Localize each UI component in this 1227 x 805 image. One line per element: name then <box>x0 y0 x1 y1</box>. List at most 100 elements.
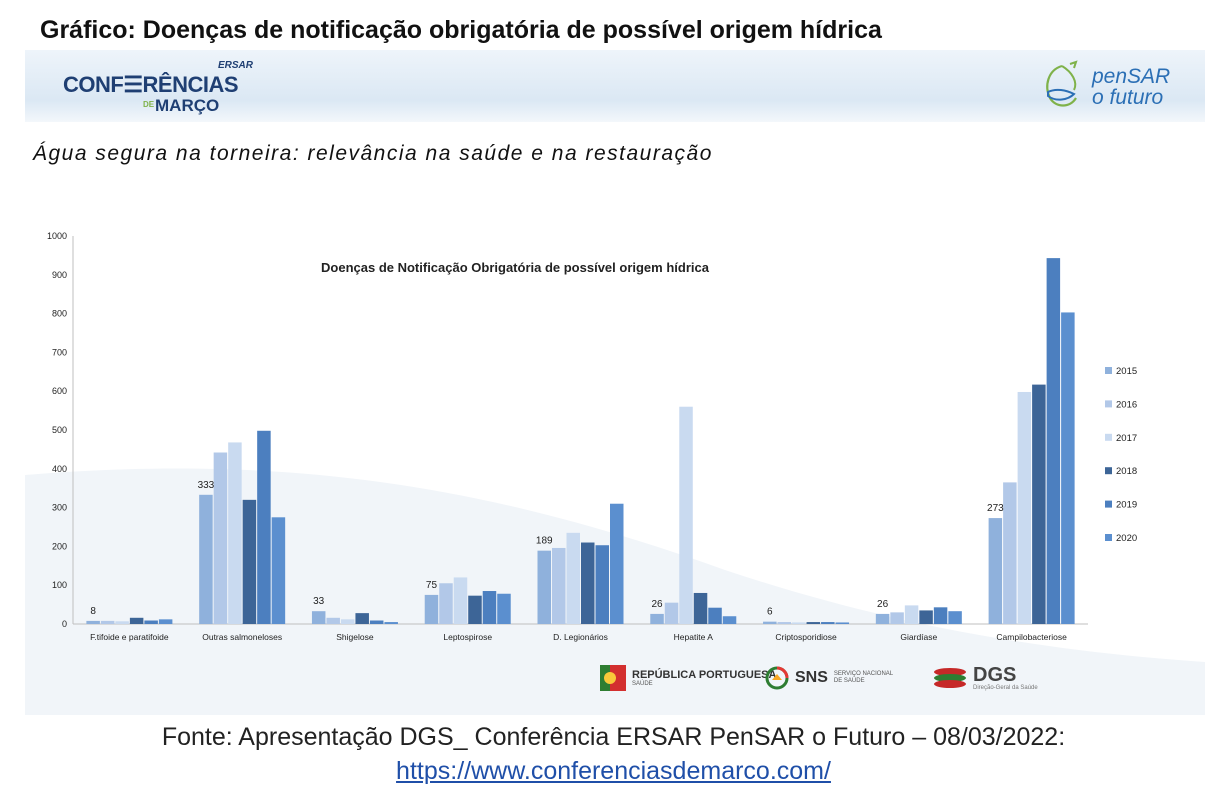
bar-2018 <box>242 499 257 624</box>
republica-portuguesa-sub: SAÚDE <box>632 681 653 687</box>
bar-2017 <box>115 621 129 624</box>
dgs-emblem-icon <box>934 668 966 688</box>
x-tick-label: Giardíase <box>900 632 937 642</box>
header-banner <box>25 50 1205 122</box>
bar-2020 <box>158 619 173 624</box>
bar-2017 <box>566 532 580 624</box>
pensar-logo-line2: o futuro <box>1092 86 1164 109</box>
data-label: 75 <box>426 580 438 591</box>
data-label: 26 <box>877 599 889 610</box>
bar-2020 <box>610 503 624 624</box>
conferencias-de-marco-logo: ERSAR CONF☰RÊNCIAS DE MARÇO <box>63 60 253 118</box>
bar-2015 <box>537 550 551 624</box>
y-tick-label: 800 <box>52 309 67 319</box>
bar-2018 <box>919 610 933 624</box>
bar-2019 <box>1046 258 1061 624</box>
bar-2016 <box>552 547 566 624</box>
bar-2017 <box>904 605 919 624</box>
bar-2016 <box>100 620 115 624</box>
bar-2016 <box>439 583 453 624</box>
slide: ERSAR CONF☰RÊNCIAS DE MARÇO penSAR o fut… <box>25 50 1205 715</box>
bar-2019 <box>144 620 158 624</box>
bar-2018 <box>581 542 595 624</box>
data-label: 26 <box>651 599 663 610</box>
bar-2016 <box>1003 482 1017 624</box>
bar-2015 <box>424 594 439 624</box>
bar-2018 <box>806 622 821 624</box>
data-label: 333 <box>198 480 215 491</box>
republica-portuguesa-text: REPÚBLICA PORTUGUESA <box>632 669 777 681</box>
bar-2019 <box>257 430 271 624</box>
pensar-logo-line1: penSAR <box>1092 65 1171 88</box>
dgs-text: DGS <box>973 664 1017 686</box>
x-tick-label: F.tifoide e paratifoide <box>90 632 169 642</box>
bar-2019 <box>821 622 835 624</box>
y-tick-label: 400 <box>52 464 67 474</box>
legend-label-2015: 2015 <box>1116 366 1137 377</box>
y-tick-label: 500 <box>52 425 67 435</box>
logo-ersar-text: ERSAR <box>218 60 254 71</box>
bar-2015 <box>875 613 890 624</box>
bar-2017 <box>453 577 468 624</box>
bar-2017 <box>1017 391 1032 624</box>
bar-2020 <box>835 622 850 624</box>
bar-2019 <box>482 591 497 624</box>
sns-emblem-icon <box>765 666 789 690</box>
logo-conferencias-text: CONF☰RÊNCIAS <box>63 72 239 97</box>
bar-2016 <box>777 622 792 624</box>
legend-label-2016: 2016 <box>1116 399 1137 410</box>
bar-2015 <box>199 494 213 624</box>
republica-portuguesa-logo: REPÚBLICA PORTUGUESA SAÚDE <box>600 660 776 696</box>
legend-label-2020: 2020 <box>1116 533 1137 544</box>
data-label: 273 <box>987 503 1004 514</box>
bar-2017 <box>679 406 693 624</box>
bar-2019 <box>708 607 722 624</box>
y-tick-label: 300 <box>52 503 67 513</box>
dgs-logo: DGS Direção-Geral da Saúde <box>933 660 1038 696</box>
bar-2018 <box>1032 384 1046 624</box>
bar-2020 <box>271 517 286 624</box>
legend-swatch-2015 <box>1105 367 1112 374</box>
legend-swatch-2020 <box>1105 534 1112 541</box>
bar-2016 <box>213 452 228 624</box>
y-tick-label: 600 <box>52 386 67 396</box>
x-tick-label: Criptosporidiose <box>775 632 837 642</box>
logo-marco-text: MARÇO <box>155 96 220 115</box>
legend-label-2017: 2017 <box>1116 433 1137 444</box>
bar-2018 <box>693 592 708 624</box>
slide-subtitle: Água segura na torneira: relevância na s… <box>33 142 713 165</box>
bar-chart: 0 100 200 300 400 500 600 700 800 900 1000 Doenças … <box>47 231 1137 642</box>
bar-2015 <box>86 620 100 624</box>
source-text: Fonte: Apresentação DGS_ Conferência ERS… <box>161 723 1066 751</box>
source-caption: Fonte: Apresentação DGS_ Conferência ERS… <box>0 720 1227 788</box>
portugal-emblem-icon <box>600 665 626 691</box>
x-tick-label: Leptospirose <box>443 632 492 642</box>
bar-2016 <box>890 612 904 624</box>
x-tick-label: Shigelose <box>336 632 374 642</box>
bar-2020 <box>722 616 737 624</box>
legend-label-2019: 2019 <box>1116 500 1137 511</box>
legend-swatch-2016 <box>1105 400 1112 408</box>
source-link[interactable]: https://www.conferenciasdemarco.com/ <box>396 757 831 785</box>
y-tick-label: 900 <box>52 270 67 280</box>
y-tick-label: 200 <box>52 541 67 551</box>
bar-2017 <box>792 622 806 624</box>
x-tick-label: Outras salmoneloses <box>202 632 282 642</box>
data-label: 6 <box>767 607 773 618</box>
legend-swatch-2019 <box>1105 500 1112 508</box>
bar-2019 <box>933 607 948 624</box>
bar-2015 <box>763 621 777 624</box>
bar-2015 <box>988 518 1003 624</box>
chart-title: Doenças de Notificação Obrigatória de po… <box>321 260 710 275</box>
bar-2015 <box>650 613 664 624</box>
bar-2015 <box>311 611 326 624</box>
data-label: 33 <box>313 596 325 607</box>
pensar-logo: penSAR o futuro <box>1040 58 1190 116</box>
x-tick-label: D. Legionários <box>553 632 608 642</box>
legend-label-2018: 2018 <box>1116 466 1137 477</box>
x-tick-label: Hepatite A <box>674 632 714 642</box>
legend-swatch-2017 <box>1105 433 1112 441</box>
bar-2019 <box>595 545 609 624</box>
y-tick-label: 700 <box>52 347 67 357</box>
bar-2016 <box>326 617 340 624</box>
